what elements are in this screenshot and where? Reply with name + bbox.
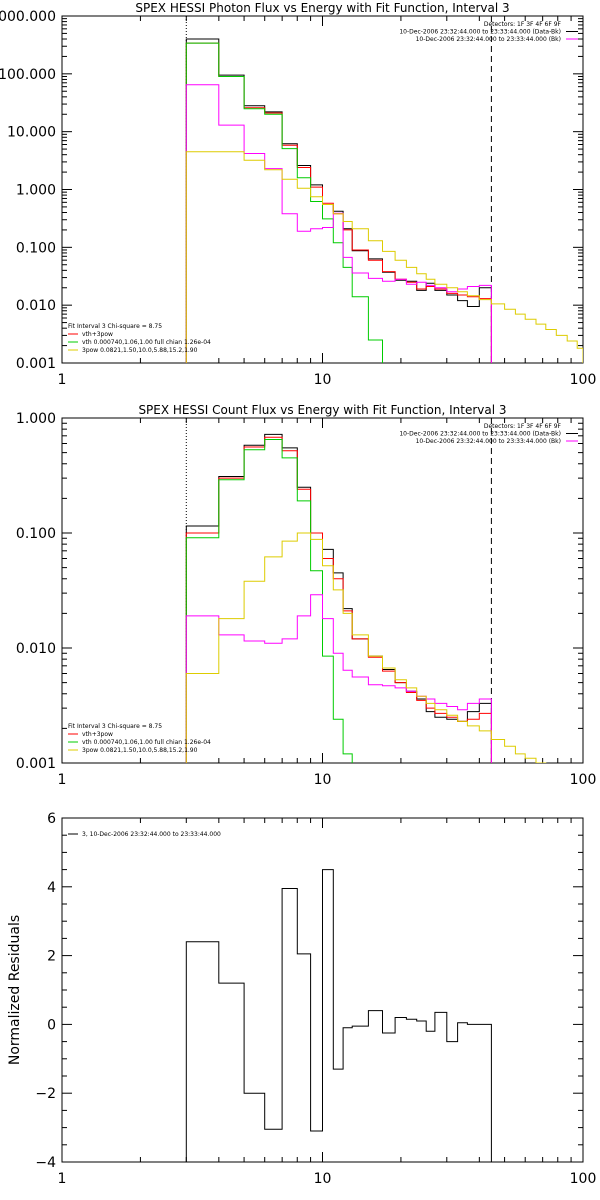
panel-2-y-tick-label: 0.100 — [16, 526, 56, 542]
panel-1-y-tick-label: 1.000 — [16, 183, 56, 199]
panel-2-y-tick-label: 0.001 — [16, 756, 56, 772]
panel-3-x-tick-label: 1 — [58, 1171, 67, 1187]
panel-3-y-tick-label: 4 — [47, 880, 56, 896]
panel-2-y-tick-label: 1.000 — [16, 411, 56, 427]
panel-1-series-2 — [185, 42, 492, 363]
panel-3-legend-left-text: 3, 10-Dec-2006 23:32:44.000 to 23:33:44.… — [82, 831, 221, 838]
panel-3-y-tick-label: −2 — [35, 1086, 56, 1102]
panel-3-y-tick-label: −4 — [35, 1155, 56, 1171]
panel-2-legend-right-text: 10-Dec-2006 23:32:44.000 to 23:33:44.000… — [416, 438, 561, 445]
panel-2-legend-left-text: Fit Interval 3 Chi-square = 8.75 — [68, 723, 162, 730]
panel-1-y-tick-label: 0.001 — [16, 356, 56, 372]
panel-1-series-1 — [185, 38, 492, 363]
panel-1-y-tick-label: 10.000 — [7, 125, 56, 141]
panel-3: Normalized Residuals 1 10 100 6 4 2 0 −2 −4 3, 10-… — [7, 811, 596, 1187]
panel-1-legend-left-text: 3pow 0.0821,1.50,10.0,5.88,15.2,1.90 — [82, 347, 198, 354]
panel-1-y-tick-label: 0.010 — [16, 298, 56, 314]
panel-1-y-tick-label: 100.000 — [0, 67, 56, 83]
panel-3-y-axis-label: Normalized Residuals — [7, 915, 23, 1065]
panel-2-series-5 — [185, 532, 547, 763]
panel-2-y-tick-label: 0.010 — [16, 641, 56, 657]
panel-2-legend-right-text: 10-Dec-2006 23:32:44.000 to 23:33:44.000… — [399, 431, 561, 438]
panel-2-data-area — [185, 433, 547, 763]
panel-3-x-tick-label: 100 — [570, 1171, 597, 1187]
panel-3-y-tick-label: 0 — [47, 1017, 56, 1033]
panel-2-title: SPEX HESSI Count Flux vs Energy with Fit… — [138, 403, 506, 417]
panel-2-x-tick-label: 100 — [570, 772, 597, 788]
panel-3-series-1 — [185, 869, 492, 1162]
panel-2-legend-left-text: vth+3pow — [82, 731, 113, 738]
panel-1-x-tick-label: 10 — [314, 372, 332, 388]
panel-2-x-tick-label: 10 — [314, 772, 332, 788]
panel-1-data-area — [185, 38, 583, 363]
panel-1-legend-left-text: vth 0.000740,1.06,1.00 full chian 1.26e-… — [82, 339, 211, 346]
panel-2-series-2 — [185, 436, 492, 763]
panel-1-legend-right-text: Detectors: 1F 3F 4F 6F 9F — [484, 21, 562, 28]
panel-1-y-tick-label: 0.100 — [16, 240, 56, 256]
panel-1-x-tick-label: 1 — [58, 372, 67, 388]
panel-1-x-tick-label: 100 — [570, 372, 597, 388]
panel-2-legend-left-text: 3pow 0.0821,1.50,10.0,5.88,15.2,1.90 — [82, 747, 198, 754]
panel-1-title: SPEX HESSI Photon Flux vs Energy with Fi… — [135, 1, 509, 15]
panel-3-data-area — [185, 869, 492, 1162]
panel-1-legend-left-text: vth+3pow — [82, 331, 113, 338]
panel-2-series-3 — [185, 439, 353, 763]
panel-1-y-tick-label: 000.000 — [0, 9, 56, 25]
panel-1: SPEX HESSI Photon Flux vs Energy with Fi… — [0, 1, 596, 388]
panel-2: SPEX HESSI Count Flux vs Energy with Fit… — [16, 403, 596, 788]
panel-2-x-tick-label: 1 — [58, 772, 67, 788]
panel-3-y-tick-label: 2 — [47, 949, 56, 965]
panel-3-x-tick-label: 10 — [314, 1171, 332, 1187]
panel-2-legend-right-text: Detectors: 1F 3F 4F 6F 9F — [484, 423, 562, 430]
panel-2-series-4 — [185, 594, 492, 763]
panel-1-series-4 — [185, 84, 492, 363]
panel-1-series-3 — [185, 42, 383, 363]
panel-3-y-tick-label: 6 — [47, 811, 56, 827]
panel-1-legend-left-text: Fit Interval 3 Chi-square = 8.75 — [68, 323, 162, 330]
panel-2-series-1 — [185, 433, 492, 763]
panel-1-legend-right-text: 10-Dec-2006 23:32:44.000 to 23:33:44.000… — [416, 36, 561, 43]
panel-1-legend-right-text: 10-Dec-2006 23:32:44.000 to 23:33:44.000… — [399, 29, 561, 36]
panel-1-series-5 — [185, 151, 583, 363]
panel-2-legend-left-text: vth 0.000740,1.06,1.00 full chian 1.26e-… — [82, 739, 211, 746]
